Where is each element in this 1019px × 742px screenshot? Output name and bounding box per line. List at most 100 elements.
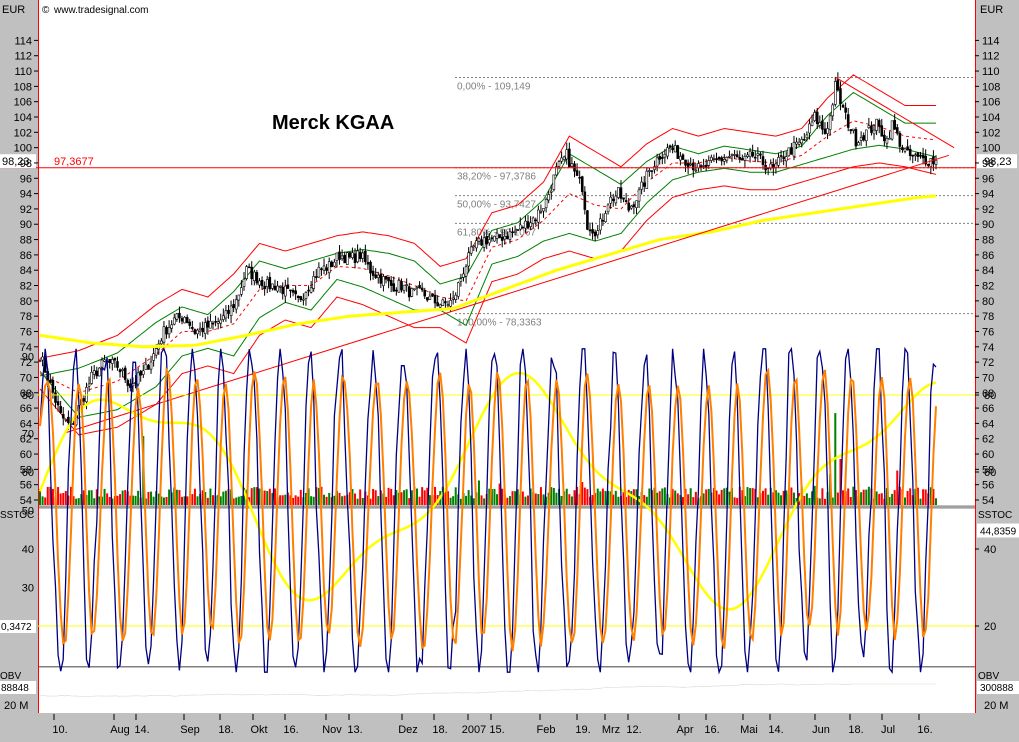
price-candle	[253, 271, 256, 282]
volume-bar	[818, 498, 821, 505]
volume-bar	[121, 490, 124, 505]
y-tick-label-right: 106	[982, 97, 1000, 109]
y-tick-label-right: 108	[982, 81, 1000, 93]
volume-bar	[212, 495, 215, 505]
price-candle	[655, 157, 659, 167]
stoch-tick-right: 20	[984, 621, 996, 633]
volume-bar	[676, 493, 679, 505]
source-link[interactable]: www.tradesignal.com	[53, 5, 148, 16]
volume-bar	[356, 498, 359, 505]
price-candle	[457, 282, 460, 297]
price-candle	[648, 170, 651, 172]
volume-bar	[630, 491, 633, 505]
price-candle	[539, 211, 543, 213]
stoch-slow-line	[39, 366, 937, 652]
price-candle	[877, 120, 881, 127]
volume-bar	[521, 491, 524, 505]
volume-bar	[524, 496, 527, 505]
price-candle	[632, 204, 636, 207]
price-candle	[237, 294, 241, 301]
stoch-title-right: SSTOC	[978, 510, 1012, 521]
volume-bar	[645, 496, 648, 505]
price-candle	[265, 279, 269, 288]
y-tick-label-right: 68	[982, 388, 994, 400]
stoch-fast-line	[39, 346, 937, 675]
price-candle	[289, 289, 292, 292]
volume-bar	[385, 496, 388, 505]
price-candle	[821, 120, 824, 130]
volume-bar	[361, 497, 364, 505]
y-tick-label-left: 106	[14, 97, 32, 109]
volume-bar	[62, 492, 65, 505]
volume-bar	[932, 488, 935, 505]
volume-bar	[842, 490, 845, 505]
price-candle	[611, 198, 615, 201]
price-candle	[149, 361, 153, 370]
y-tick-label-right: 72	[982, 357, 994, 369]
volume-bar	[75, 498, 78, 505]
price-candle	[123, 367, 127, 380]
volume-bar	[480, 495, 483, 505]
price-candle	[38, 360, 42, 362]
trend-line	[65, 154, 950, 434]
price-candle	[609, 196, 612, 204]
price-candle	[446, 304, 450, 306]
price-candle	[459, 278, 463, 282]
price-candle	[524, 220, 527, 229]
x-tick-label: Nov	[322, 724, 342, 736]
price-candle	[715, 158, 718, 161]
price-candle	[196, 329, 199, 335]
price-candle	[87, 383, 91, 387]
volume-bar	[434, 486, 437, 505]
volume-bar	[534, 493, 537, 505]
y-tick-label-left: 58	[20, 464, 32, 476]
y-tick-label-right: 88	[982, 235, 994, 247]
volume-bar	[723, 488, 726, 505]
y-tick-label-left: 70	[20, 372, 32, 384]
volume-bar	[849, 496, 852, 505]
volume-bar	[880, 493, 883, 505]
price-candle	[113, 357, 117, 361]
price-candle	[392, 283, 396, 292]
volume-bar	[354, 493, 357, 505]
price-candle	[813, 112, 816, 121]
volume-bar	[511, 491, 514, 505]
price-candle	[617, 187, 620, 198]
price-candle	[565, 149, 569, 160]
volume-bar	[741, 490, 744, 505]
volume-bar	[498, 483, 501, 505]
price-candle	[51, 380, 55, 393]
y-tick-label-right: 78	[982, 311, 994, 323]
volume-bar	[790, 487, 793, 505]
price-candle	[622, 197, 625, 200]
price-candle	[735, 154, 739, 158]
price-candle	[852, 128, 855, 131]
volume-bar	[377, 496, 380, 505]
price-candle	[506, 235, 509, 240]
price-candle	[808, 123, 811, 134]
volume-bar	[596, 488, 599, 505]
volume-bar	[878, 493, 881, 505]
volume-bar	[888, 497, 891, 505]
price-candle	[201, 327, 204, 333]
volume-bar	[124, 490, 127, 505]
price-candle	[209, 320, 212, 329]
volume-bar	[307, 488, 310, 505]
volume-bar	[823, 498, 826, 505]
price-candle	[542, 208, 545, 212]
price-candle	[423, 289, 427, 297]
volume-bar	[343, 495, 346, 505]
volume-bar	[51, 488, 54, 505]
y-tick-label-right: 100	[982, 143, 1000, 155]
x-tick-label: 16.	[917, 724, 932, 736]
price-candle	[668, 145, 672, 148]
volume-bar	[317, 487, 320, 505]
y-tick-label-right: 110	[982, 66, 1000, 78]
price-candle	[728, 156, 731, 158]
obv-line-shade	[39, 683, 936, 697]
volume-bar	[292, 497, 295, 505]
x-tick-label: 12.	[626, 724, 641, 736]
x-tick-label: 2007	[462, 724, 486, 736]
volume-bar	[656, 492, 659, 505]
price-candle	[870, 125, 873, 133]
